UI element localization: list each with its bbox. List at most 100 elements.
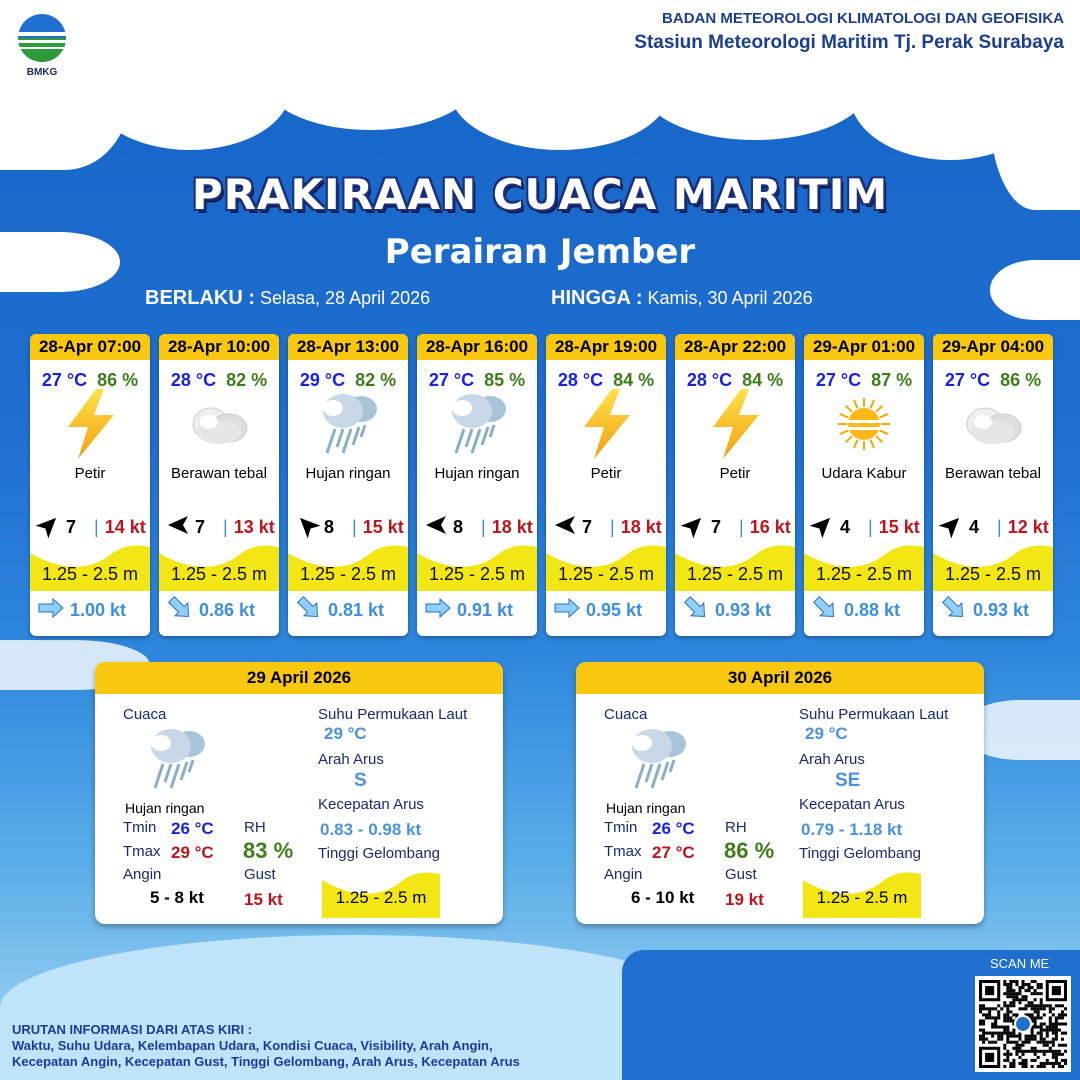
label-weather: Cuaca — [123, 706, 167, 723]
rain-cloud-icon — [288, 393, 408, 455]
wind-speed: 7 — [582, 516, 593, 537]
wave-height-value: 1.25 - 2.5 m — [335, 888, 427, 907]
separator: | — [481, 516, 486, 537]
weather-condition: Berawan tebal — [171, 465, 267, 482]
weather-condition: Petir — [719, 465, 751, 482]
gust-speed: 13 kt — [233, 516, 275, 537]
valid-from-value: Selasa, 28 April 2026 — [260, 288, 431, 308]
cloud-decoration — [990, 260, 1080, 320]
humidity: 86 % — [1000, 370, 1042, 390]
wave-height: 1.25 - 2.5 m — [546, 541, 666, 591]
wind-speed: 8 — [453, 516, 464, 537]
lightning-icon — [30, 389, 150, 459]
current-direction-arrow-icon — [38, 597, 70, 624]
legend-line: Kecepatan Angin, Kecepatan Gust, Tinggi … — [12, 1054, 520, 1069]
value-tmin: 26 °C — [652, 819, 695, 838]
label-wave: Tinggi Gelombang — [318, 845, 441, 862]
wind-direction-arrow-icon — [35, 514, 60, 541]
forecast-time: 29-Apr 01:00 — [804, 334, 924, 360]
qr-code[interactable] — [975, 976, 1071, 1072]
legend-line: Waktu, Suhu Udara, Kelembapan Udara, Kon… — [12, 1038, 493, 1053]
value-weather: Hujan ringan — [125, 800, 205, 816]
current-speed: 0.93 kt — [973, 600, 1030, 620]
wave-height: 1.25 - 2.5 m — [804, 541, 924, 591]
forecast-time: 28-Apr 19:00 — [546, 334, 666, 360]
label-wave: Tinggi Gelombang — [799, 845, 922, 862]
humidity: 84 % — [613, 370, 655, 390]
legend-title: URUTAN INFORMASI DARI ATAS KIRI : — [12, 1022, 252, 1037]
separator: | — [223, 516, 228, 537]
value-tmax: 29 °C — [171, 843, 214, 862]
wave-height-value: 1.25 - 2.5 m — [557, 564, 655, 584]
wave-height: 1.25 - 2.5 m — [30, 541, 150, 591]
haze-sun-icon — [804, 393, 924, 455]
current-speed: 0.91 kt — [457, 600, 514, 620]
forecast-card: 28-Apr 19:00 28 °C 84 % Petir 7 | 18 kt 1.2… — [546, 334, 666, 636]
gust-speed: 16 kt — [749, 516, 791, 537]
org-name: BADAN METEOROLOGI KLIMATOLOGI DAN GEOFIS… — [662, 10, 1064, 27]
valid-from-label: BERLAKU : — [145, 287, 255, 309]
wind-direction-arrow-icon — [554, 514, 576, 541]
wind-direction-arrow-icon — [809, 514, 834, 541]
wind-direction-arrow-icon — [167, 514, 189, 541]
wind-speed: 7 — [66, 516, 77, 537]
label-rh: RH — [244, 819, 266, 836]
label-sst: Suhu Permukaan Laut — [799, 706, 949, 723]
wind-direction-arrow-icon — [680, 514, 705, 541]
label-current_speed: Kecepatan Arus — [318, 796, 424, 813]
label-gust: Gust — [725, 866, 757, 883]
cloud-decoration — [450, 30, 670, 150]
wave-height-value: 1.25 - 2.5 m — [41, 564, 139, 584]
wave-height-value: 1.25 - 2.5 m — [944, 564, 1042, 584]
value-rh: 86 % — [724, 838, 775, 863]
wave-height: 1.25 - 2.5 m — [803, 868, 921, 918]
value-sst: 29 °C — [324, 724, 367, 743]
area-subtitle: Perairan Jember — [384, 232, 696, 272]
label-tmax: Tmax — [123, 843, 161, 860]
air-temperature: 28 °C — [686, 370, 733, 390]
cloud-decoration — [990, 20, 1080, 210]
current-speed: 0.95 kt — [586, 600, 643, 620]
current-direction-arrow-icon — [554, 597, 586, 624]
separator: | — [94, 516, 99, 537]
label-gust: Gust — [244, 866, 276, 883]
lightning-icon — [675, 389, 795, 459]
current-speed: 0.86 kt — [199, 600, 256, 620]
value-current_speed: 0.79 - 1.18 kt — [801, 820, 903, 839]
label-wind: Angin — [604, 866, 643, 883]
current-direction-arrow-icon — [296, 595, 328, 624]
gust-speed: 14 kt — [104, 516, 146, 537]
bottom-wave-decoration — [0, 935, 710, 1080]
weather-condition: Petir — [590, 465, 622, 482]
weather-condition: Udara Kabur — [821, 465, 907, 482]
forecast-card: 28-Apr 10:00 28 °C 82 % Berawan tebal 7 | 1… — [159, 334, 279, 636]
forecast-time: 29-Apr 04:00 — [933, 334, 1053, 360]
value-gust: 15 kt — [244, 890, 283, 909]
value-wind: 6 - 10 kt — [631, 888, 695, 907]
page-title: PRAKIRAAN CUACA MARITIM — [191, 170, 889, 219]
wave-height-value: 1.25 - 2.5 m — [428, 564, 526, 584]
label-tmax: Tmax — [604, 843, 642, 860]
value-weather: Hujan ringan — [606, 800, 686, 816]
gust-speed: 18 kt — [491, 516, 533, 537]
forecast-card: 29-Apr 04:00 27 °C 86 % Berawan tebal 4 | 1… — [933, 334, 1053, 636]
forecast-card: 28-Apr 13:00 29 °C 82 % Hujan ringan 8 | 15… — [288, 334, 408, 636]
gust-speed: 18 kt — [620, 516, 662, 537]
humidity: 87 % — [871, 370, 913, 390]
wave-height-value: 1.25 - 2.5 m — [686, 564, 784, 584]
cloud-decoration — [0, 232, 120, 292]
current-direction-arrow-icon — [425, 597, 457, 624]
humidity: 84 % — [742, 370, 784, 390]
wave-height: 1.25 - 2.5 m — [933, 541, 1053, 591]
valid-from: BERLAKU : Selasa, 28 April 2026 — [145, 287, 430, 310]
label-current_dir: Arah Arus — [318, 751, 384, 768]
humidity: 82 % — [355, 370, 397, 390]
current-direction-arrow-icon — [683, 595, 715, 624]
label-current_speed: Kecepatan Arus — [799, 796, 905, 813]
rain-cloud-icon — [417, 393, 537, 455]
label-weather: Cuaca — [604, 706, 648, 723]
wave-height-value: 1.25 - 2.5 m — [170, 564, 268, 584]
cloud-decoration — [640, 30, 870, 140]
value-rh: 83 % — [243, 838, 294, 863]
humidity: 85 % — [484, 370, 526, 390]
